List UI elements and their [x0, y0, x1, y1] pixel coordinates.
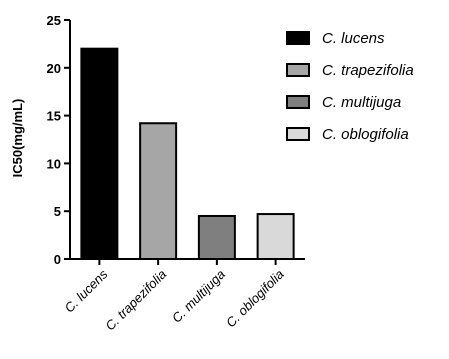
y-tick-label: 15 — [47, 109, 61, 124]
legend-label: C. oblogifolia — [322, 126, 409, 143]
y-axis: 0 5 10 15 20 25 — [47, 13, 71, 267]
x-tick-label: C. trapezifolia — [102, 267, 169, 334]
y-tick-label: 25 — [47, 13, 61, 28]
legend-swatch — [286, 63, 310, 77]
bar-c-lucens — [80, 47, 119, 261]
legend-label: C. trapezifolia — [322, 62, 414, 79]
y-tick-label: 0 — [54, 252, 61, 267]
legend-swatch — [286, 31, 310, 45]
x-tick-label: C. multijuga — [169, 267, 228, 326]
legend-swatch — [286, 95, 310, 109]
y-tick-label: 5 — [54, 204, 61, 219]
y-tick-label: 10 — [47, 156, 61, 171]
bar-c-oblogifolia — [256, 213, 295, 260]
legend-swatch — [286, 127, 310, 141]
legend-label: C. multijuga — [322, 94, 401, 111]
y-tick-label: 20 — [47, 61, 61, 76]
bars — [80, 47, 295, 261]
legend: C. lucens C. trapezifolia C. multijuga C. o… — [286, 30, 414, 143]
legend-label: C. lucens — [322, 30, 385, 47]
x-tick-label: C. oblogifolia — [223, 267, 287, 331]
y-axis-label: IC50(mg/mL) — [10, 99, 25, 178]
x-tick-label: C. lucens — [62, 266, 111, 315]
bar-c-trapezifolia — [139, 122, 178, 260]
bar-c-multijuga — [197, 214, 236, 260]
